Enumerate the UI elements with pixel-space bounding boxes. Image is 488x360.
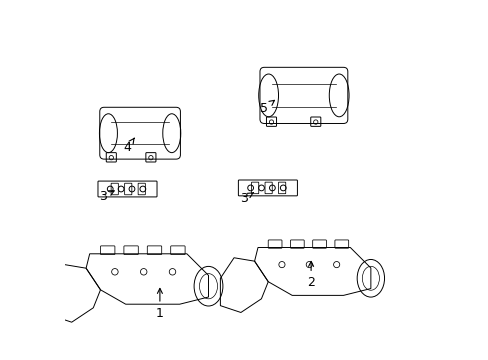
Text: 3: 3: [240, 192, 253, 204]
Text: 2: 2: [306, 261, 314, 289]
Text: 3: 3: [99, 190, 114, 203]
Text: 5: 5: [260, 100, 274, 114]
Text: 4: 4: [123, 138, 134, 154]
Text: 1: 1: [156, 288, 163, 320]
